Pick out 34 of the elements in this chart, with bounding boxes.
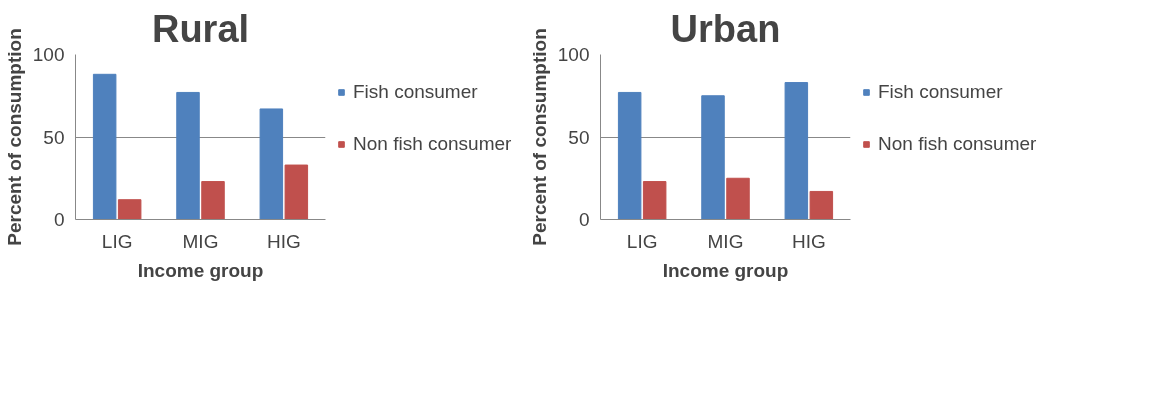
y-tick-label: 100 — [32, 44, 65, 65]
bar — [784, 82, 809, 220]
x-tick-label: HIG — [266, 230, 301, 252]
bar — [642, 181, 667, 220]
chart-title: Urban — [670, 7, 781, 50]
x-axis-title: Income group — [137, 259, 264, 281]
legend-label: Non fish consumer — [878, 132, 1037, 155]
y-tick-label: 100 — [557, 44, 590, 65]
bar — [201, 181, 225, 220]
bar — [176, 91, 200, 220]
y-axis-title: Percent of consumption — [3, 28, 25, 246]
y-axis-title: Percent of consumption — [528, 28, 550, 246]
bar — [809, 190, 834, 220]
chart-title: Rural — [151, 7, 250, 50]
x-tick-label: MIG — [707, 230, 744, 252]
bar — [617, 91, 642, 220]
legend-label: Fish consumer — [353, 80, 478, 103]
bar — [284, 164, 309, 220]
x-tick-label: LIG — [101, 230, 133, 252]
legend-label: Fish consumer — [878, 80, 1003, 103]
bar — [726, 177, 750, 220]
y-tick-label: 50 — [568, 126, 590, 148]
y-tick-label: 50 — [43, 126, 65, 148]
bar — [117, 199, 142, 220]
legend-label: Non fish consumer — [353, 132, 512, 155]
bar — [701, 95, 725, 220]
bar — [92, 73, 117, 220]
x-tick-label: LIG — [626, 230, 658, 252]
x-tick-label: MIG — [182, 230, 219, 252]
x-tick-label: HIG — [791, 230, 826, 252]
y-tick-label: 0 — [578, 209, 590, 230]
bar — [259, 108, 284, 220]
y-tick-label: 0 — [53, 209, 65, 230]
x-axis-title: Income group — [662, 259, 789, 281]
